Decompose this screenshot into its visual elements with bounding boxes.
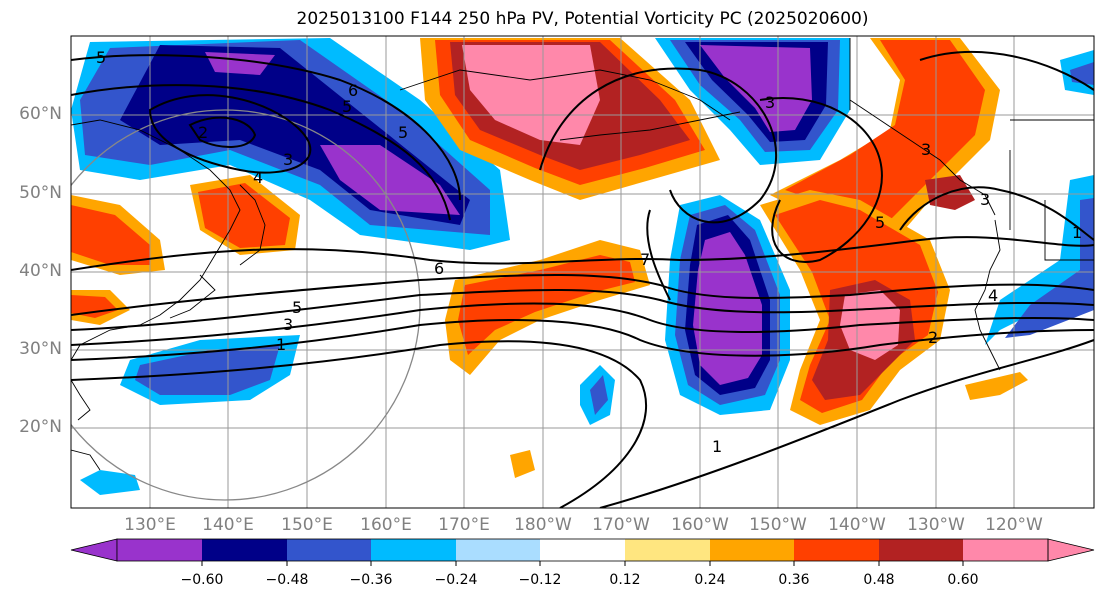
colorbar-tick-label: −0.60: [180, 572, 224, 588]
negative-pv-anomaly-south: [80, 335, 615, 495]
colorbar-bin: [540, 539, 625, 561]
contour-label: 4: [988, 286, 998, 305]
colorbar-bin: [879, 539, 963, 561]
colorbar-tick-label: 0.48: [863, 572, 895, 588]
contour-label: 4: [253, 168, 263, 187]
contour-label: 2: [198, 123, 208, 142]
contour-label: 3: [283, 315, 293, 334]
lon-label: 180°W: [514, 515, 572, 535]
lon-label: 160°W: [671, 515, 729, 535]
colorbar-bin: [963, 539, 1048, 561]
colorbar-bin: [117, 539, 202, 561]
colorbar-tick-label: 0.60: [947, 572, 979, 588]
colorbar-tick-label: −0.48: [265, 572, 309, 588]
colorbar-bin: [710, 539, 794, 561]
contour-label: 3: [765, 93, 775, 112]
colorbar: [70, 538, 1095, 566]
map-title: 2025013100 F144 250 hPa PV, Potential Vo…: [296, 9, 869, 29]
contour-label: 1: [1072, 223, 1082, 242]
contour-label: 1: [712, 437, 722, 456]
gridlines: [71, 36, 1094, 508]
contour-label: 5: [398, 123, 408, 142]
contour-lines: [71, 50, 1094, 508]
colorbar-tick-label: −0.12: [518, 572, 562, 588]
negative-pv-anomaly-north: [655, 38, 850, 165]
lon-label: 140°E: [202, 515, 254, 535]
lon-label: 170°E: [438, 515, 490, 535]
range-circle: [71, 109, 421, 501]
contour-label: 2: [928, 328, 938, 347]
colorbar-tick-label: −0.36: [349, 572, 393, 588]
lon-label: 160°E: [360, 515, 412, 535]
lon-label: 120°W: [985, 515, 1043, 535]
lat-label: 40°N: [19, 261, 62, 281]
colorbar-bin: [625, 539, 710, 561]
lon-label: 150°E: [281, 515, 333, 535]
lat-label: 30°N: [19, 339, 62, 359]
colorbar-bin: [287, 539, 371, 561]
colorbar-tick-label: 0.12: [609, 572, 641, 588]
contour-label: 6: [348, 81, 358, 100]
positive-pv-anomaly-northeast: [770, 38, 1000, 235]
lon-label: 140°W: [828, 515, 886, 535]
contour-labels: 5 6 5 2 3 4 3 5 1 6 5 3 1 7 1 5 4 2 3 3: [96, 48, 1082, 456]
lat-label: 20°N: [19, 417, 62, 437]
colorbar-tick-label: −0.24: [434, 572, 478, 588]
contour-label: 7: [640, 250, 650, 269]
contour-label: 1: [276, 335, 286, 354]
lon-label: 130°W: [907, 515, 965, 535]
colorbar-bin: [202, 539, 287, 561]
contour-label: 5: [875, 213, 885, 232]
contour-label: 3: [283, 150, 293, 169]
contour-label: 5: [342, 97, 352, 116]
plot-frame: [70, 35, 1095, 509]
negative-pv-anomaly-west: [71, 38, 510, 250]
lat-label: 50°N: [19, 183, 62, 203]
colorbar-extend-max: [1047, 538, 1095, 562]
lat-label: 60°N: [19, 104, 62, 124]
colorbar-tick-label: 0.36: [778, 572, 810, 588]
contour-label: 3: [921, 140, 931, 159]
contour-label: 5: [292, 298, 302, 317]
colorbar-extend-min: [70, 538, 118, 562]
lon-label: 170°W: [592, 515, 650, 535]
lon-label: 150°W: [749, 515, 807, 535]
colorbar-tick-label: 0.24: [694, 572, 726, 588]
colorbar-bin: [371, 539, 456, 561]
colorbar-bin: [456, 539, 540, 561]
lon-label: 130°E: [124, 515, 176, 535]
contour-label: 5: [96, 48, 106, 67]
colorbar-bin: [794, 539, 879, 561]
contour-label: 6: [434, 259, 444, 278]
contour-label: 3: [980, 190, 990, 209]
colorbar-frame: [116, 538, 1049, 562]
positive-pv-anomaly-west: [71, 175, 300, 325]
